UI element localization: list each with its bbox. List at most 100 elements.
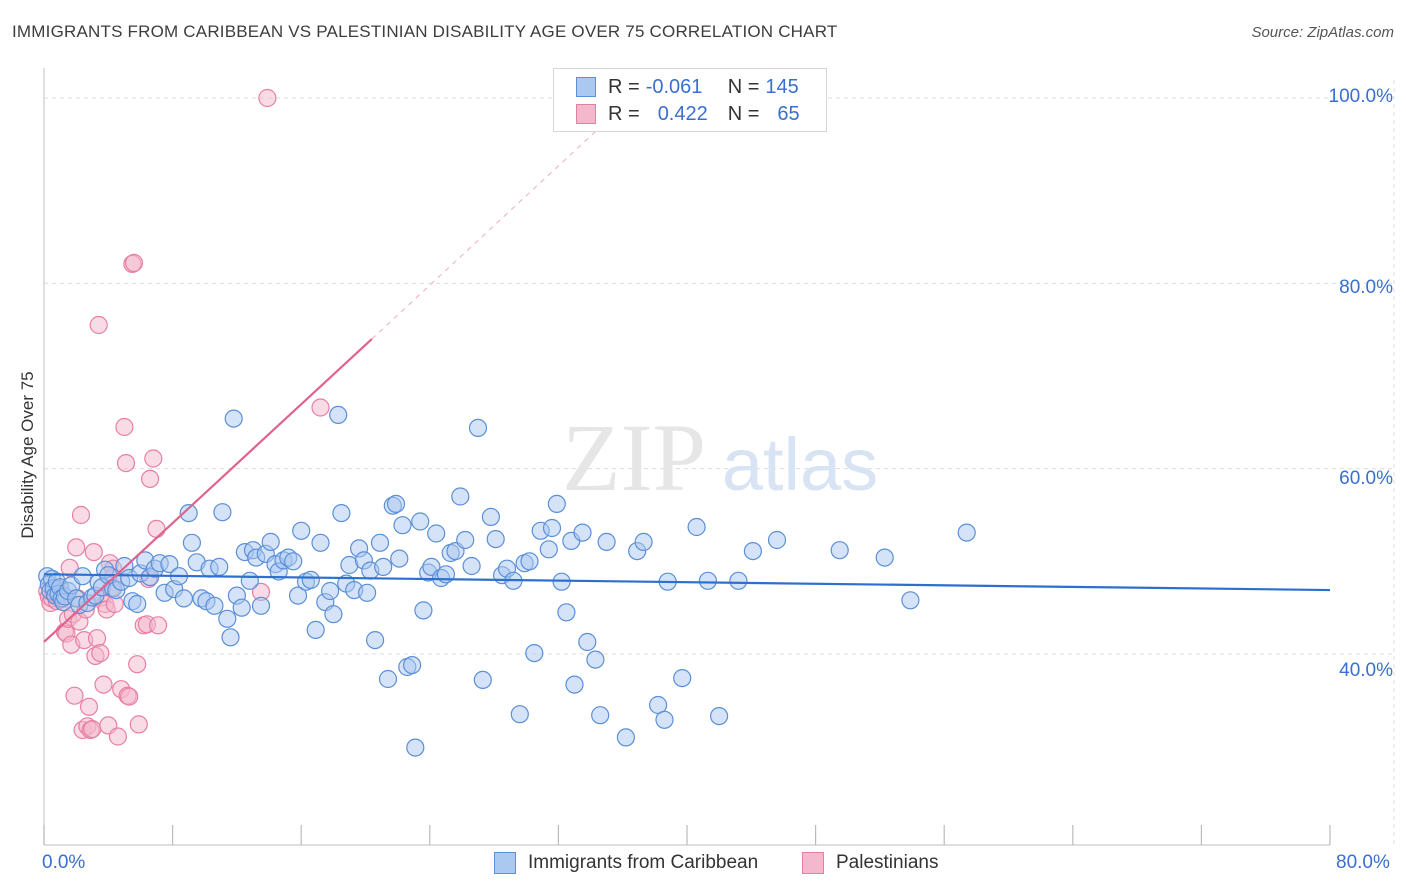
point-caribbean — [481, 507, 500, 527]
series-legend: Immigrants from Caribbean Palestinians — [0, 852, 1406, 878]
point-palestinians — [311, 398, 330, 417]
point-caribbean — [729, 571, 748, 590]
point-caribbean — [698, 571, 718, 590]
legend-n-label: N = — [727, 75, 760, 98]
y-tick-label-60: 60.0% — [1339, 468, 1393, 489]
x-tick-label-min: 0.0% — [42, 852, 86, 873]
point-caribbean — [284, 552, 303, 571]
legend-item-caribbean: Immigrants from Caribbean — [494, 852, 758, 874]
point-caribbean — [221, 628, 240, 647]
point-caribbean — [393, 516, 412, 535]
point-caribbean — [311, 533, 330, 552]
legend-swatch-palestinians — [576, 104, 596, 124]
point-palestinians — [147, 519, 166, 539]
point-caribbean — [73, 567, 92, 586]
legend-label-palestinians: Palestinians — [836, 852, 939, 873]
point-caribbean — [767, 530, 787, 550]
x-tick-label-max: 80.0% — [1336, 852, 1390, 873]
point-caribbean — [179, 503, 198, 523]
point-caribbean — [288, 586, 308, 605]
point-caribbean — [875, 548, 894, 567]
legend-r-label: R = — [608, 102, 640, 125]
point-caribbean — [578, 632, 597, 652]
point-caribbean — [332, 503, 351, 523]
point-caribbean — [411, 512, 430, 531]
point-caribbean — [616, 728, 636, 747]
point-palestinians — [149, 616, 168, 635]
point-caribbean — [830, 541, 849, 560]
point-caribbean — [486, 529, 505, 549]
point-palestinians — [71, 505, 91, 525]
point-caribbean — [957, 523, 976, 542]
point-caribbean — [324, 605, 343, 624]
point-caribbean — [218, 609, 237, 628]
point-caribbean — [525, 643, 544, 663]
point-caribbean — [547, 494, 566, 513]
grid-layer — [44, 80, 1395, 845]
point-palestinians — [108, 727, 128, 746]
point-caribbean — [128, 594, 147, 614]
trendline-palestinians — [43, 338, 373, 643]
point-caribbean — [451, 487, 470, 506]
point-palestinians — [129, 715, 148, 734]
point-caribbean — [462, 556, 481, 576]
point-caribbean — [591, 706, 610, 725]
point-caribbean — [321, 581, 340, 601]
trendline-caribbean — [43, 573, 1331, 592]
legend-swatch-caribbean — [576, 77, 596, 97]
point-caribbean — [743, 541, 763, 561]
y-axis-label: Disability Age Over 75 — [18, 371, 37, 539]
point-caribbean — [240, 571, 259, 590]
point-caribbean — [655, 710, 674, 729]
point-caribbean — [205, 596, 224, 615]
axis-layer — [43, 68, 1331, 846]
point-palestinians — [84, 542, 103, 562]
watermark-zip: ZIP — [562, 404, 706, 511]
point-caribbean — [539, 540, 558, 559]
point-caribbean — [301, 570, 320, 590]
point-caribbean — [597, 532, 616, 552]
y-tick-label-40: 40.0% — [1339, 660, 1393, 681]
legend-n-value: 145 — [765, 75, 799, 98]
point-caribbean — [251, 596, 271, 615]
point-caribbean — [687, 517, 706, 537]
series-palestinians — [38, 88, 330, 746]
watermark-atlas: atlas — [722, 423, 878, 506]
point-caribbean — [427, 524, 446, 543]
point-caribbean — [224, 409, 243, 428]
point-palestinians — [79, 697, 99, 716]
legend-swatch-caribbean — [494, 852, 516, 874]
point-caribbean — [634, 532, 653, 552]
point-caribbean — [456, 530, 475, 550]
point-palestinians — [124, 253, 144, 272]
point-palestinians — [258, 88, 277, 108]
point-caribbean — [403, 655, 422, 675]
point-caribbean — [182, 533, 201, 552]
legend-row-caribbean: R = -0.061 N = 145 — [576, 74, 799, 100]
trendline-palestinians-extension — [371, 120, 608, 340]
point-caribbean — [358, 583, 377, 602]
point-caribbean — [329, 405, 348, 424]
point-palestinians — [87, 629, 107, 648]
point-caribbean — [406, 738, 425, 757]
legend-r-value: 0.422 — [657, 102, 708, 125]
point-palestinians — [94, 675, 113, 694]
point-palestinians — [60, 558, 79, 577]
point-caribbean — [213, 503, 232, 522]
point-caribbean — [586, 650, 605, 669]
point-caribbean — [520, 552, 539, 571]
point-caribbean — [468, 418, 488, 437]
point-palestinians — [120, 687, 139, 706]
point-caribbean — [160, 554, 179, 574]
point-caribbean — [414, 601, 433, 620]
y-tick-label-100: 100.0% — [1328, 86, 1393, 107]
point-palestinians — [116, 454, 136, 473]
point-caribbean — [374, 557, 393, 577]
series-caribbean — [38, 405, 976, 757]
point-palestinians — [89, 315, 108, 335]
point-caribbean — [709, 706, 729, 726]
point-caribbean — [232, 598, 251, 617]
trend-layer — [43, 120, 1331, 643]
point-palestinians — [67, 538, 86, 557]
legend-r-value: -0.061 — [645, 75, 703, 98]
